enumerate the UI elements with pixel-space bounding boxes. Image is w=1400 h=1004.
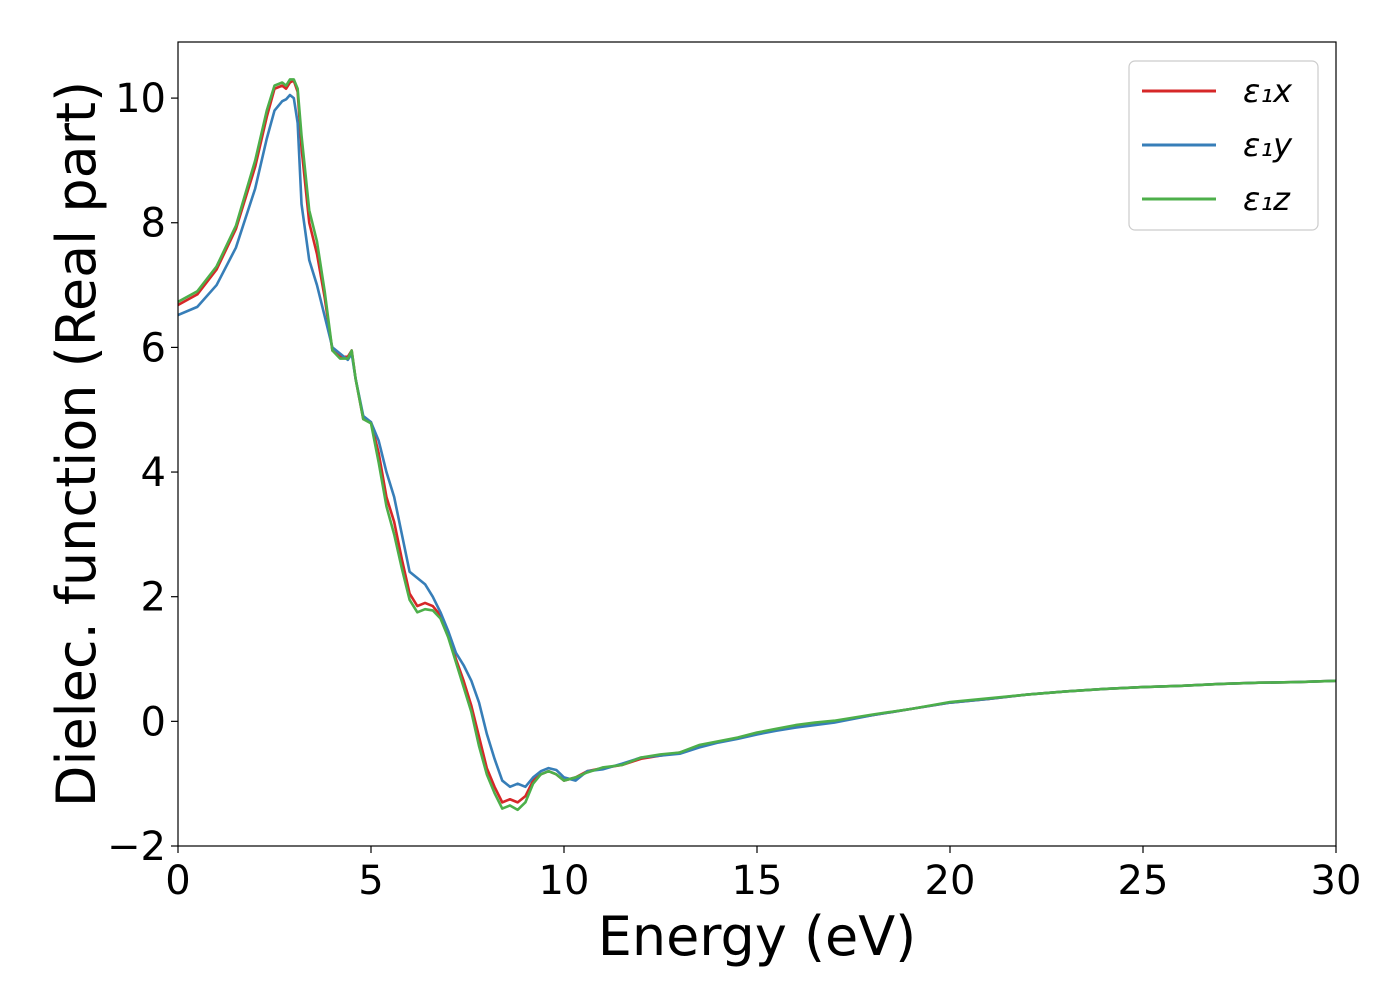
legend-label-2: ε₁y [1243,126,1293,164]
y-tick-label: 8 [141,201,166,247]
y-axis-label: Dielec. function (Real part) [45,81,108,807]
x-tick-label: 25 [1118,858,1169,904]
legend-label-3: ε₁z [1243,180,1291,218]
y-tick-label: 0 [141,699,166,745]
x-tick-label: 20 [925,858,976,904]
legend: ε₁x ε₁y ε₁z [1128,60,1319,231]
legend-items: ε₁x ε₁y ε₁z [1142,72,1293,218]
series-line-3 [178,78,1336,812]
y-tick-label: −2 [107,824,166,870]
y-tick-label: 6 [141,325,166,371]
y-tick-label: 10 [115,76,166,122]
y-tick-label: 4 [141,450,166,496]
x-tick-label: 5 [358,858,383,904]
x-axis-label: Energy (eV) [598,905,917,968]
x-tick-label: 0 [165,858,190,904]
x-tick-label: 30 [1311,858,1362,904]
legend-box [1128,60,1319,231]
series-layer [178,78,1336,812]
y-tick-label: 2 [141,575,166,621]
x-tick-label: 15 [732,858,783,904]
legend-label-1: ε₁x [1243,72,1293,110]
x-tick-label: 10 [539,858,590,904]
